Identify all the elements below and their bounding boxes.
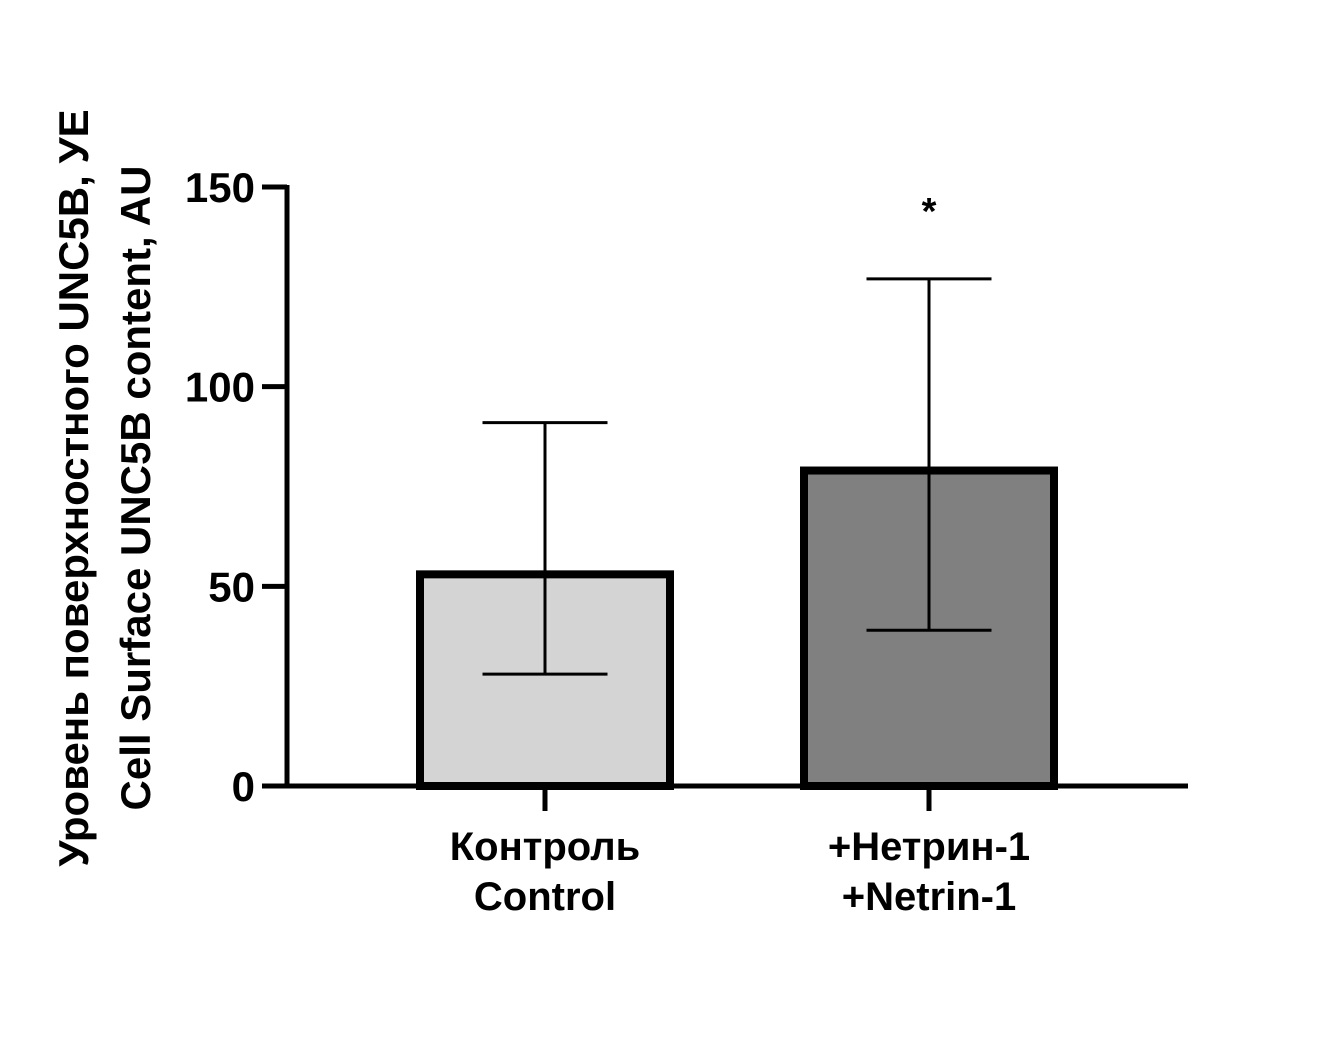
y-tick-label-2: 100 bbox=[185, 364, 255, 411]
y-tick-label-3: 150 bbox=[185, 164, 255, 211]
y-axis-title-line-1: Уровень поверхностного UNC5B, УЕ bbox=[50, 109, 97, 866]
x-tick-label-1-0: +Нетрин-1 bbox=[828, 825, 1030, 869]
y-axis-title: Уровень поверхностного UNC5B, УЕ Cell Su… bbox=[50, 109, 159, 866]
y-axis-title-line-2: Cell Surface UNC5B content, AU bbox=[112, 166, 159, 811]
x-tick-label-0-1: Control bbox=[474, 875, 616, 919]
y-tick-label-0: 0 bbox=[232, 763, 255, 810]
x-tick-label-0-0: Контроль bbox=[450, 825, 640, 869]
significance-marker-1: * bbox=[922, 191, 937, 233]
plot-area: 0 50 100 150 Контроль Control +Нетрин-1 +Netrin… bbox=[185, 164, 1188, 919]
x-tick-label-1-1: +Netrin-1 bbox=[842, 875, 1017, 919]
y-tick-label-1: 50 bbox=[208, 563, 255, 610]
